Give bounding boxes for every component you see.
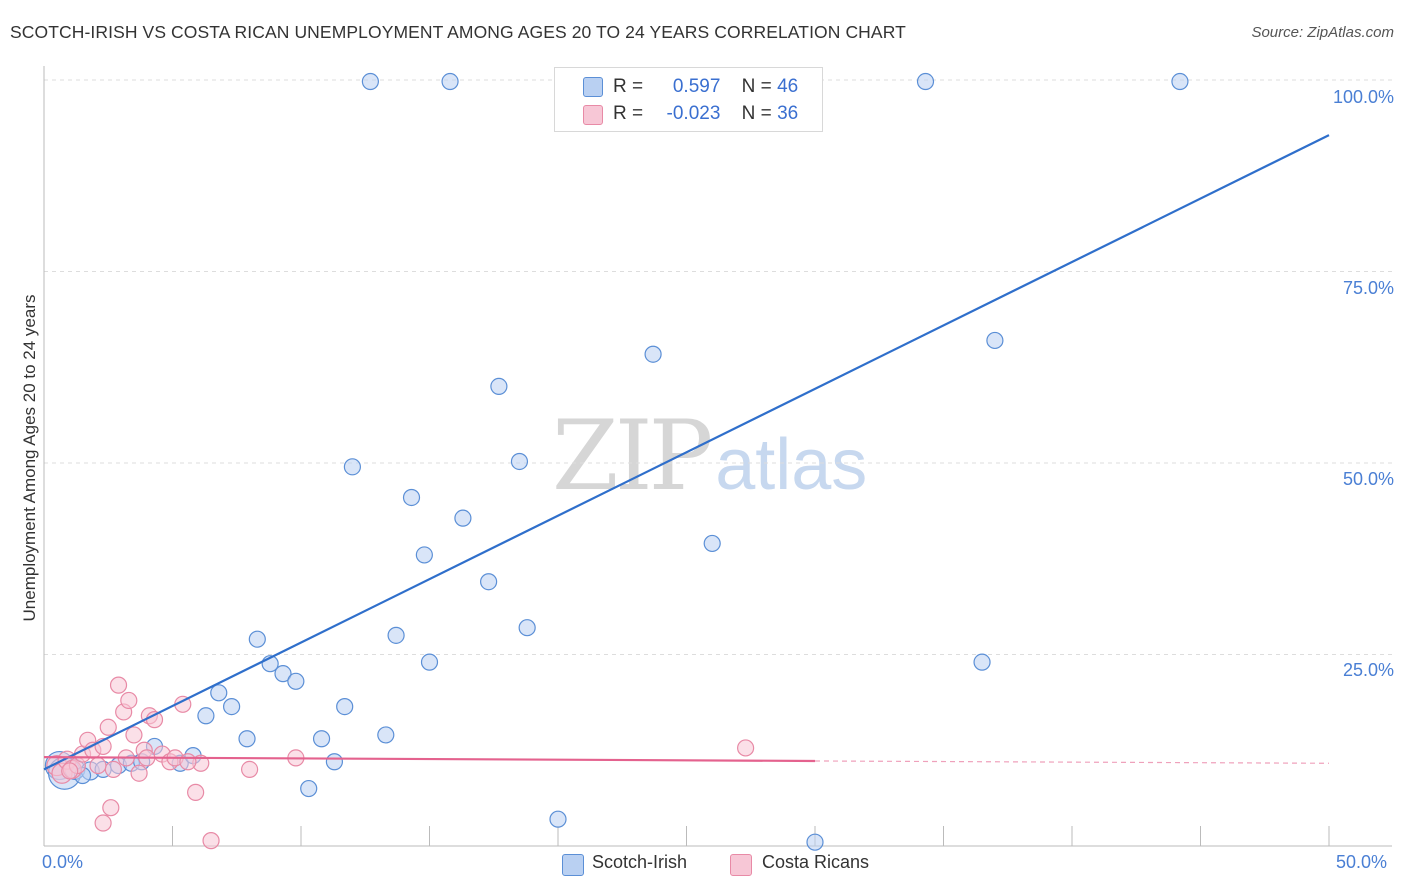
costa-ricans-trend-line bbox=[43, 756, 816, 763]
costa-ricans-point bbox=[102, 799, 120, 817]
bottom-legend-swatch-pink bbox=[730, 854, 752, 876]
bottom-legend-costa-ricans: Costa Ricans bbox=[762, 852, 870, 872]
legend-r-value: 0.597 bbox=[672, 76, 721, 97]
costa-ricans-point bbox=[187, 783, 205, 801]
scotch-irish-point bbox=[325, 753, 344, 771]
legend-r-label: R = bbox=[613, 103, 644, 124]
costa-ricans-point bbox=[120, 691, 138, 710]
scotch-irish-point bbox=[210, 684, 228, 702]
scotch-irish-point bbox=[312, 730, 331, 748]
legend-n-value: 46 bbox=[777, 76, 799, 97]
x-tick-label-min: 0.0% bbox=[42, 852, 84, 872]
scotch-irish-point bbox=[248, 630, 266, 648]
scotch-irish-point bbox=[197, 707, 215, 725]
scotch-irish-point bbox=[973, 653, 991, 671]
scotch-irish-point bbox=[703, 534, 721, 553]
scotch-irish-point bbox=[274, 665, 292, 683]
scotch-irish-point bbox=[490, 377, 508, 395]
bottom-legend-swatch-blue bbox=[562, 854, 584, 876]
bottom-legend-scotch-irish: Scotch-Irish bbox=[592, 852, 688, 872]
watermark: ZIPatlas bbox=[552, 400, 867, 512]
chart-title: SCOTCH-IRISH VS COSTA RICAN UNEMPLOYMENT… bbox=[10, 22, 906, 42]
scotch-irish-point bbox=[223, 697, 241, 716]
legend-n-label: N = bbox=[741, 103, 772, 124]
scotch-irish-point bbox=[343, 458, 361, 476]
scotch-irish-point bbox=[806, 833, 824, 851]
scotch-irish-point bbox=[480, 573, 498, 591]
costa-ricans-point bbox=[179, 753, 197, 771]
scotch-irish-point bbox=[287, 672, 305, 690]
source-label: Source: ZipAtlas.com bbox=[1251, 24, 1394, 41]
scotch-irish-point bbox=[420, 653, 439, 671]
costa-ricans-point bbox=[94, 814, 112, 832]
correlation-legend: R = 0.597 N = 46 R = -0.023 N = 36 bbox=[554, 67, 823, 132]
y-tick-label: 25.0% bbox=[1342, 660, 1394, 680]
scotch-irish-point bbox=[238, 730, 256, 748]
legend-swatch-blue bbox=[583, 77, 603, 97]
scotch-irish-trend-line bbox=[43, 134, 1330, 771]
scotch-irish-point bbox=[361, 72, 379, 91]
y-tick-label: 50.0% bbox=[1342, 469, 1394, 489]
costa-ricans-point bbox=[109, 676, 128, 694]
scotch-irish-point bbox=[1171, 72, 1189, 91]
costa-ricans-point bbox=[125, 726, 143, 744]
scotch-irish-point bbox=[336, 697, 354, 716]
costa-ricans-trend-extension bbox=[814, 760, 1330, 764]
legend-r-value: -0.023 bbox=[666, 103, 721, 124]
costa-ricans-point bbox=[737, 739, 755, 757]
costa-ricans-point bbox=[104, 760, 122, 779]
legend-row-costa-ricans: R = -0.023 N = 36 bbox=[613, 103, 798, 127]
y-tick-label: 100.0% bbox=[1332, 87, 1394, 107]
costa-ricans-point bbox=[241, 760, 259, 779]
scotch-irish-point bbox=[454, 509, 472, 527]
scotch-irish-point bbox=[441, 72, 459, 91]
legend-n-value: 36 bbox=[777, 103, 799, 124]
scotch-irish-point bbox=[644, 345, 662, 363]
scotch-irish-point bbox=[300, 779, 318, 798]
scotch-irish-point bbox=[377, 726, 395, 744]
legend-row-scotch-irish: R = 0.597 N = 46 bbox=[613, 76, 798, 100]
scotch-irish-point bbox=[518, 619, 536, 637]
costa-ricans-point bbox=[202, 832, 220, 850]
scotch-irish-point bbox=[510, 452, 529, 471]
scotch-irish-point bbox=[986, 331, 1004, 350]
legend-swatch-pink bbox=[583, 105, 603, 125]
costa-ricans-point bbox=[99, 718, 117, 736]
legend-r-label: R = bbox=[613, 76, 644, 97]
y-tick-label: 75.0% bbox=[1342, 278, 1394, 298]
scotch-irish-point bbox=[916, 72, 935, 91]
costa-ricans-point bbox=[61, 762, 79, 780]
scotch-irish-point bbox=[387, 626, 405, 644]
costa-ricans-point bbox=[130, 764, 148, 782]
watermark-zip: ZIP bbox=[552, 400, 713, 512]
legend-n-label: N = bbox=[741, 76, 772, 97]
costa-ricans-point bbox=[89, 756, 107, 775]
scotch-irish-point bbox=[415, 546, 433, 564]
x-tick-label-max: 50.0% bbox=[1336, 852, 1388, 872]
watermark-atlas: atlas bbox=[715, 425, 868, 505]
scotch-irish-point bbox=[549, 810, 567, 828]
scotch-irish-point bbox=[402, 488, 421, 507]
